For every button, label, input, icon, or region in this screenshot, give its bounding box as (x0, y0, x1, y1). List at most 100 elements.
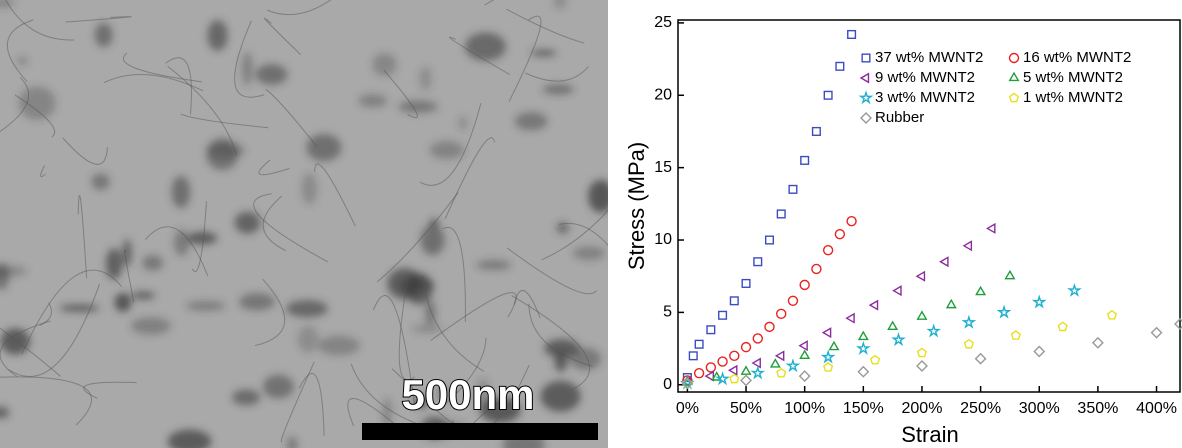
data-point (996, 304, 1012, 319)
dark-spot (0, 0, 14, 8)
dark-spot (297, 325, 319, 353)
fiber (39, 302, 53, 326)
dark-spot (131, 317, 171, 335)
legend-marker (1008, 52, 1020, 64)
fiber (350, 363, 425, 427)
data-point (846, 215, 857, 227)
data-point (834, 229, 846, 240)
data-point (717, 356, 728, 367)
dark-spot (464, 32, 506, 61)
dark-spot (556, 221, 569, 234)
micrograph: 500nm (0, 0, 608, 448)
x-axis-title: Strain (901, 422, 958, 447)
data-point (916, 347, 928, 358)
data-point (857, 330, 869, 341)
dark-spot (317, 335, 360, 356)
data-point (820, 349, 836, 364)
data-point (753, 257, 763, 267)
fiber (0, 327, 61, 377)
data-point (828, 340, 840, 351)
legend-marker (1008, 92, 1020, 103)
fiber (314, 163, 356, 227)
fiber (0, 77, 30, 132)
data-point (799, 349, 811, 359)
data-point (811, 263, 822, 275)
data-point (705, 362, 717, 373)
dark-spot (232, 389, 261, 406)
fiber (266, 0, 332, 16)
data-point (823, 90, 833, 100)
data-point (887, 320, 899, 331)
dark-spot (122, 239, 132, 267)
data-point (975, 285, 987, 296)
series (681, 318, 1182, 390)
fiber (506, 247, 597, 295)
fiber (508, 15, 542, 102)
dark-spot (91, 173, 110, 190)
legend-marker (859, 72, 870, 84)
data-point (798, 370, 811, 383)
fiber (265, 89, 318, 147)
data-point (823, 362, 834, 372)
data-point (847, 29, 857, 39)
y-axis-title: Stress (MPa) (624, 142, 649, 270)
data-point (785, 358, 801, 373)
data-point (787, 295, 799, 307)
fiber (383, 69, 418, 119)
data-point (729, 373, 740, 384)
fiber (65, 16, 132, 23)
data-point (752, 333, 763, 344)
legend-label: 37 wt% MWNT2 (875, 49, 983, 66)
fiber (0, 376, 93, 426)
data-point (776, 308, 787, 320)
dark-spot (477, 378, 490, 408)
x-tick-label: 300% (1019, 400, 1060, 417)
x-tick-label: 0% (676, 400, 699, 417)
data-point (727, 364, 738, 376)
dark-spot (425, 300, 436, 326)
data-point (892, 285, 902, 297)
data-point (891, 332, 906, 347)
data-point (916, 310, 928, 320)
dark-spot (301, 173, 317, 205)
data-point (706, 325, 716, 335)
fiber (398, 276, 415, 381)
data-point (704, 370, 715, 382)
fiber (449, 36, 510, 75)
dark-spot (286, 300, 328, 318)
fiber (422, 275, 485, 372)
data-point (962, 240, 973, 252)
dark-spot (387, 268, 422, 299)
data-point (821, 327, 832, 339)
dark-spot (429, 141, 464, 160)
dark-spot (479, 397, 521, 423)
data-point (774, 350, 785, 362)
dark-spot (412, 324, 442, 334)
dark-spot (572, 246, 606, 260)
data-point (985, 222, 996, 234)
data-point (926, 323, 942, 338)
data-point (741, 278, 751, 288)
fiber (165, 57, 192, 115)
legend-label: 16 wt% MWNT2 (1023, 49, 1131, 66)
data-point (869, 354, 881, 365)
micrograph-background (0, 0, 608, 448)
dark-spot (420, 224, 445, 256)
dark-spot (167, 429, 212, 448)
chart: Strain Stress (MPa) 0% 50% 100% 150% 200% 250… (624, 14, 1182, 447)
data-point (715, 371, 730, 386)
fiber (419, 103, 482, 186)
fiber (372, 295, 416, 407)
x-tick-label: 200% (902, 400, 943, 417)
data-point (711, 371, 723, 381)
fiber (541, 209, 608, 261)
fiber (167, 65, 238, 156)
dark-spot (542, 84, 574, 95)
x-tick-label: 250% (960, 400, 1001, 417)
series (682, 309, 1118, 388)
fiber (14, 94, 56, 138)
data-point (751, 357, 761, 369)
dark-spot (540, 380, 581, 412)
data-point (788, 184, 798, 194)
